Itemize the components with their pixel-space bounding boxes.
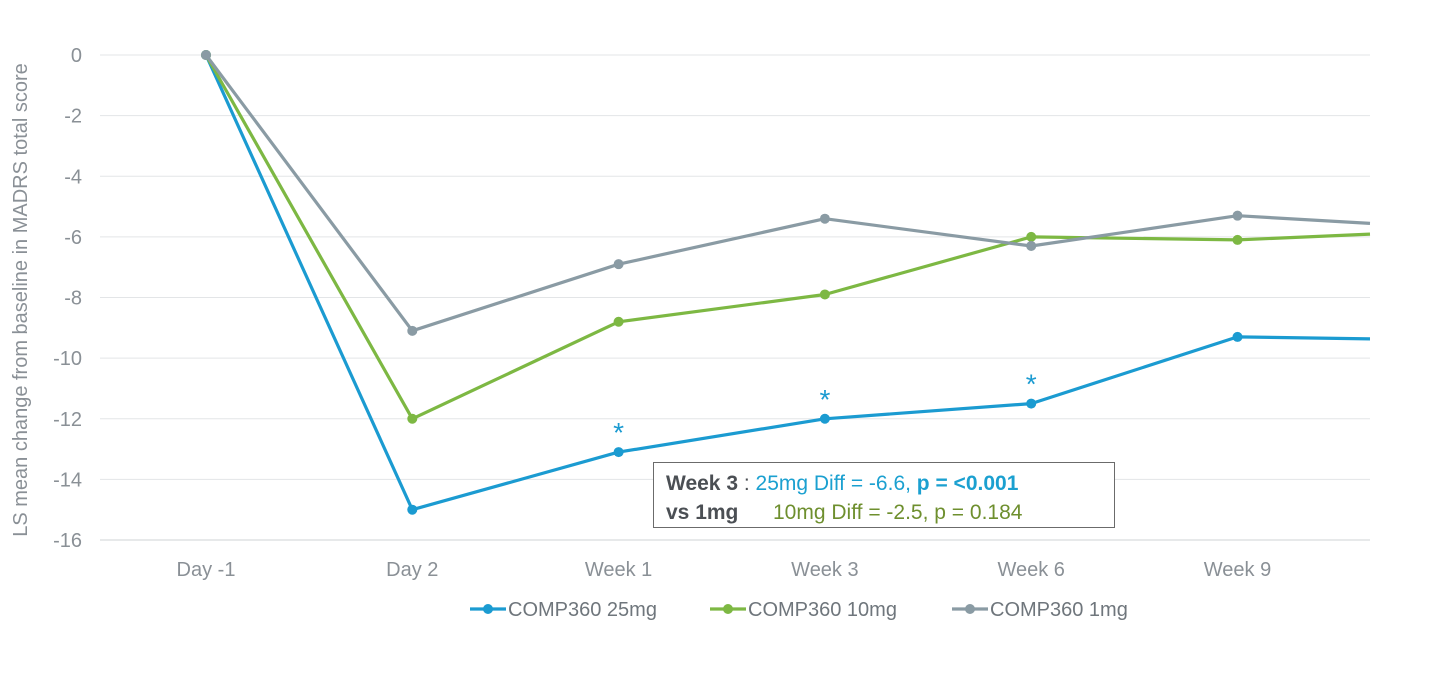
y-tick-label: -14 — [53, 469, 82, 491]
legend-marker — [965, 604, 975, 614]
data-point — [819, 413, 830, 424]
data-point — [1026, 398, 1037, 409]
x-tick-label: Week 9 — [1204, 559, 1271, 581]
y-tick-label: -8 — [64, 288, 82, 310]
y-tick-label: -12 — [53, 409, 82, 431]
data-point — [407, 413, 418, 424]
annotation-comparator-label: vs 1mg — [666, 501, 739, 524]
x-tick-label: Day -1 — [177, 559, 236, 581]
x-tick-label: Week 6 — [997, 559, 1064, 581]
y-tick-label: 0 — [71, 45, 82, 67]
data-point — [1026, 240, 1037, 251]
series-line-comp360-25mg — [204, 54, 1371, 512]
data-point — [1232, 331, 1243, 342]
data-point — [1232, 210, 1243, 221]
annotation-line-1: Week 3 : 25mg Diff = -6.6, p = <0.001 — [666, 469, 1114, 498]
x-tick-label: Week 3 — [791, 559, 858, 581]
legend-label: COMP360 1mg — [990, 599, 1128, 621]
annotation-line-2: vs 1mg 10mg Diff = -2.5, p = 0.184 — [666, 498, 1114, 527]
data-point — [613, 316, 624, 327]
significance-marker: * — [613, 417, 624, 448]
y-tick-label: -4 — [64, 166, 82, 188]
data-point — [407, 325, 418, 336]
y-tick-label: -6 — [64, 227, 82, 249]
annotation-25mg-pvalue: p = <0.001 — [916, 472, 1019, 495]
annotation-10mg-diff: 10mg Diff = -2.5, p = 0.184 — [773, 501, 1023, 524]
x-tick-label: Week 1 — [585, 559, 652, 581]
annotation-separator: : — [738, 472, 756, 495]
x-tick-label: Day 2 — [386, 559, 438, 581]
series-line-comp360-1mg — [204, 54, 1371, 333]
significance-marker: * — [819, 384, 830, 415]
annotation-25mg-diff: 25mg Diff = -6.6, — [755, 472, 917, 495]
legend-label: COMP360 10mg — [748, 599, 897, 621]
y-tick-label: -2 — [64, 106, 82, 128]
legend-label: COMP360 25mg — [508, 599, 657, 621]
data-point — [1232, 234, 1243, 245]
data-point — [407, 504, 418, 515]
annotation-box: Week 3 : 25mg Diff = -6.6, p = <0.001 vs… — [653, 462, 1115, 528]
data-point — [613, 259, 624, 270]
y-tick-label: -10 — [53, 348, 82, 370]
data-point — [819, 289, 830, 300]
y-axis-title: LS mean change from baseline in MADRS to… — [10, 63, 32, 537]
data-point — [819, 213, 830, 224]
data-point — [201, 50, 211, 60]
data-point — [1026, 231, 1037, 242]
data-point — [613, 447, 624, 458]
legend-marker — [723, 604, 733, 614]
annotation-week-label: Week 3 — [666, 472, 738, 495]
legend-marker — [483, 604, 493, 614]
significance-marker: * — [1026, 369, 1037, 400]
y-tick-label: -16 — [53, 530, 82, 552]
